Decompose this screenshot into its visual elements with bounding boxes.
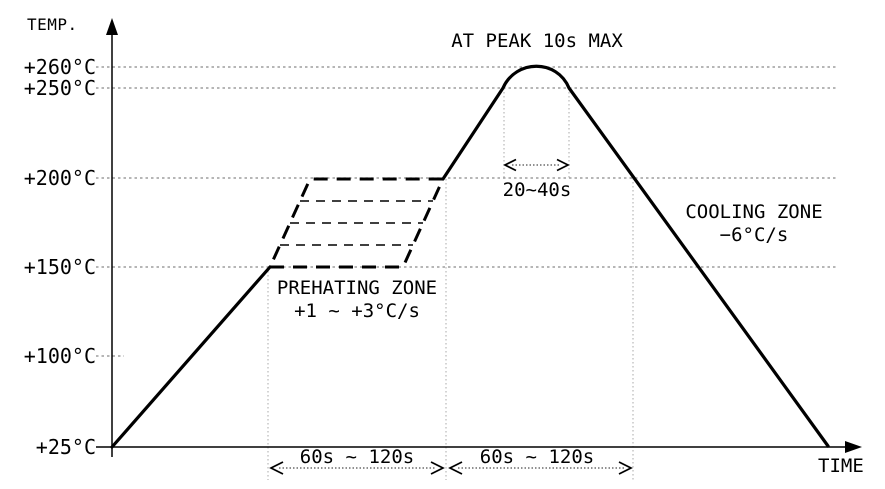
y-tick-260: +260°C	[23, 55, 96, 79]
temperature-profile-curve	[110, 64, 830, 449]
arrowhead-left-icon	[503, 158, 517, 172]
arrowhead-left-icon	[448, 461, 463, 475]
arrowhead-right-icon	[430, 461, 445, 475]
preheat-range-parallelogram	[267, 177, 446, 269]
arrowhead-right-icon	[618, 461, 633, 475]
arrowhead-right-icon	[556, 158, 570, 172]
y-tick-150: +150°C	[23, 255, 96, 279]
y-tick-100: +100°C	[23, 344, 96, 368]
axes	[96, 18, 862, 457]
curve-peak-and-cooling	[441, 64, 830, 448]
peak-width-label: 20~40s	[502, 179, 572, 201]
preheat-zone-name: PREHATING ZONE	[276, 277, 438, 299]
reflow-duration-label: 60s ~ 120s	[479, 446, 595, 468]
y-tick-25: +25°C	[35, 435, 96, 459]
preheat-hatch-lines	[280, 200, 433, 246]
gridlines	[96, 66, 838, 357]
y-axis-arrowhead-icon	[106, 18, 118, 35]
cooling-zone-name: COOLING ZONE	[685, 201, 823, 223]
y-tick-250: +250°C	[23, 76, 96, 100]
preheat-zone-rate: +1 ~ +3°C/s	[294, 300, 420, 322]
arrowhead-left-icon	[269, 461, 284, 475]
cooling-zone-annotation: COOLING ZONE −6°C/s	[685, 201, 822, 247]
peak-annotation: AT PEAK 10s MAX	[451, 30, 623, 52]
cooling-zone-rate: −6°C/s	[719, 224, 789, 246]
y-axis-title: TEMP.	[27, 15, 78, 34]
guide-lines	[267, 88, 634, 480]
y-tick-200: +200°C	[23, 166, 96, 190]
preheat-parallelogram-outline	[267, 177, 446, 269]
duration-arrows	[269, 158, 633, 475]
curve-initial-ramp	[110, 265, 272, 449]
preheat-zone-annotation: PREHATING ZONE +1 ~ +3°C/s	[277, 277, 437, 323]
preheat-duration-label: 60s ~ 120s	[299, 446, 415, 468]
x-axis-arrowhead-icon	[845, 441, 862, 453]
x-axis-title: TIME	[818, 455, 864, 477]
